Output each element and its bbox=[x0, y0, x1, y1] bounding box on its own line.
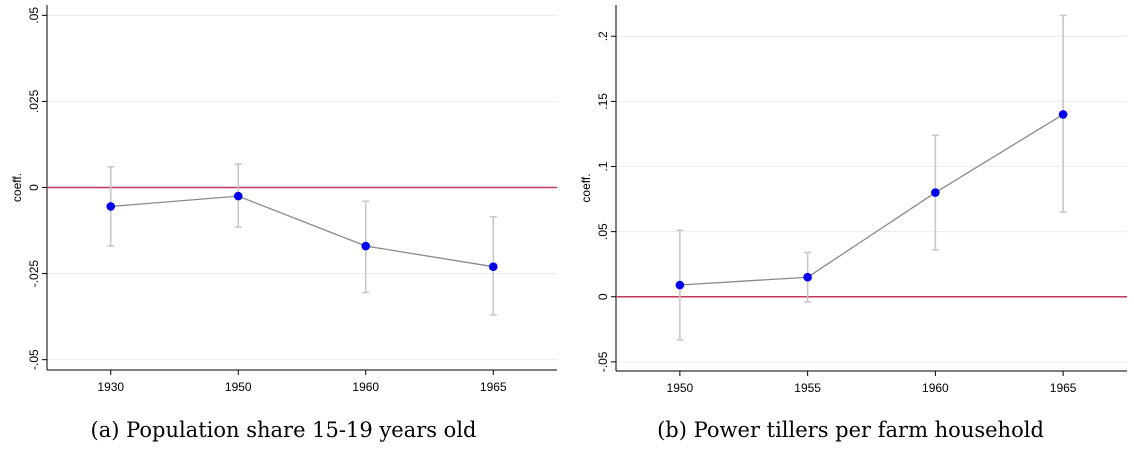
chart-a-y-tick-label: -.05 bbox=[27, 349, 41, 370]
chart-b-caption: (b) Power tillers per farm household bbox=[657, 418, 1044, 442]
chart-a-y-tick-label: 0 bbox=[27, 184, 41, 191]
chart-b-x-tick-label: 1960 bbox=[922, 381, 949, 395]
chart-b: -.05 0 .05 .1 .15 .2 coeff. 1950 1955 1960 1965 bbox=[579, 5, 1127, 395]
chart-b-y-tick-label: .05 bbox=[596, 223, 610, 240]
chart-b-data-point bbox=[931, 188, 940, 197]
chart-a-data-point bbox=[233, 191, 243, 201]
chart-b-x-tick-label: 1955 bbox=[794, 381, 821, 395]
chart-a-y-tick-label: -.025 bbox=[27, 260, 41, 288]
chart-b-y-tick-label: .2 bbox=[596, 31, 610, 41]
chart-b-y-tick-label: .15 bbox=[596, 93, 610, 110]
chart-b-data-point bbox=[1058, 110, 1068, 119]
chart-a-x-tick-label: 1960 bbox=[352, 380, 379, 394]
chart-a: -.05 -.025 0 .025 .05 coeff. 1930 1950 1960 1965 bbox=[10, 5, 557, 394]
chart-panel-a: -.05 -.025 0.025.05 coeff. 1930 1950 1960 1965 … bbox=[10, 5, 557, 442]
chart-b-y-axis-title: coeff. bbox=[579, 173, 593, 202]
chart-a-data-point bbox=[361, 241, 371, 251]
chart-a-caption: (a) Population share 15-19 years old bbox=[90, 418, 477, 442]
chart-b-data-point bbox=[803, 272, 812, 282]
chart-a-series-line bbox=[110, 195, 494, 268]
chart-a-data-point bbox=[106, 202, 116, 211]
chart-a-x-tick-label: 1930 bbox=[97, 380, 124, 394]
chart-a-y-tick-label: .025 bbox=[27, 89, 41, 113]
chart-b-series-line bbox=[679, 113, 1064, 286]
chart-a-x-tick-label: 1965 bbox=[480, 380, 507, 394]
chart-b-data-point bbox=[675, 280, 685, 290]
chart-b-x-tick-label: 1965 bbox=[1050, 381, 1077, 395]
chart-a-x-tick-label: 1950 bbox=[225, 380, 252, 394]
chart-b-y-tick-label: 0 bbox=[596, 293, 610, 300]
chart-a-y-tick-label: .05 bbox=[27, 7, 41, 24]
chart-panel-b: -.05 0 .05 .1 .15 .2 coeff. 1950 1955 1960 1965 (b… bbox=[567, 0, 1134, 463]
chart-b-y-tick-label: .1 bbox=[596, 161, 610, 171]
chart-a-y-axis-title: coeff. bbox=[10, 173, 24, 202]
chart-a-data-point bbox=[488, 262, 498, 271]
chart-b-y-tick-label: -.05 bbox=[596, 351, 610, 372]
chart-b-x-tick-label: 1950 bbox=[667, 381, 694, 395]
